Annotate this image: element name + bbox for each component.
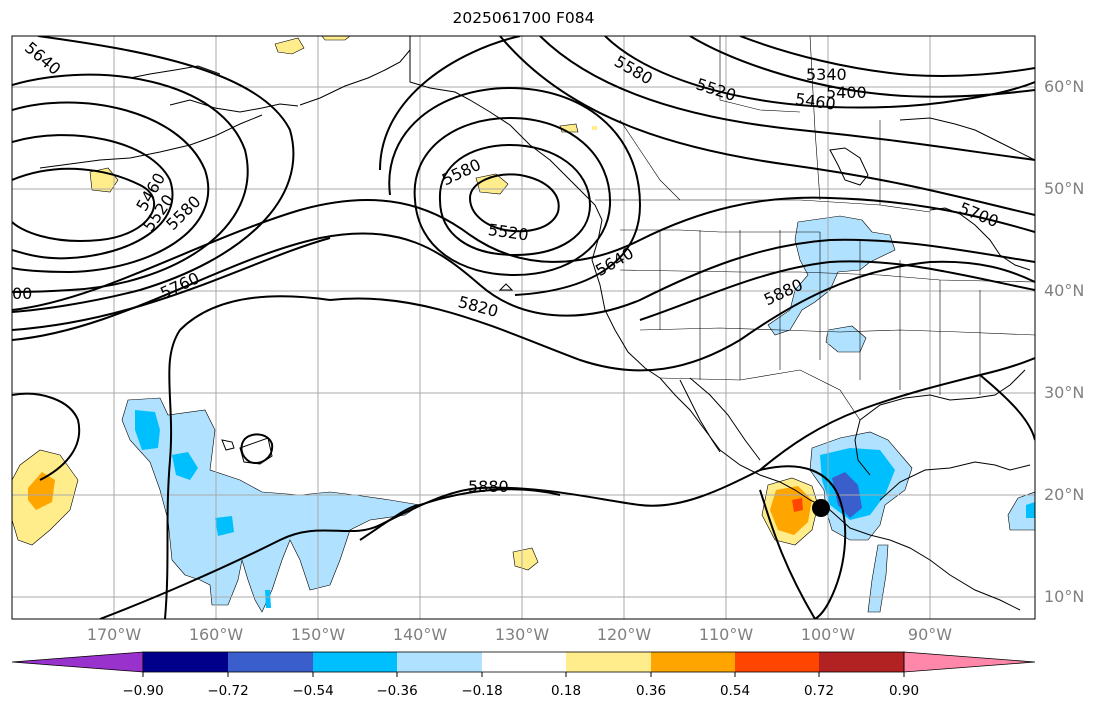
lon-label-150w: 150°W: [290, 625, 346, 644]
height-contours: [12, 36, 1035, 619]
map-title: 2025061700 F084: [452, 9, 595, 27]
colorbar-tick-label: 0.72: [803, 683, 835, 699]
map-frame: [11, 35, 1036, 620]
contour-label: 5340: [806, 65, 847, 84]
negative-anomaly-pacific-core: [135, 410, 160, 450]
graticule: [12, 36, 1035, 619]
lat-label-10n: 10°N: [1044, 587, 1085, 606]
lat-label-60n: 60°N: [1044, 77, 1085, 96]
contour-label: 5520: [487, 220, 530, 244]
lat-label-20n: 20°N: [1044, 485, 1085, 504]
colorbar-tick-label: −0.54: [292, 683, 334, 699]
lat-label-40n: 40°N: [1044, 281, 1085, 300]
colorbar-segment: [566, 652, 651, 672]
lon-label-120w: 120°W: [596, 625, 652, 644]
lat-label-30n: 30°N: [1044, 383, 1085, 402]
lat-label-50n: 50°N: [1044, 179, 1085, 198]
contour-label: 5880: [468, 477, 509, 496]
negative-anomaly-us: [767, 215, 896, 336]
colorbar-segment: [482, 652, 566, 672]
colorbar-tick-label: 0.54: [719, 683, 751, 699]
lon-label-140w: 140°W: [392, 625, 448, 644]
anomaly-shading: [12, 36, 1035, 613]
contour-label: 5640: [21, 38, 64, 79]
contour-label: 00: [12, 284, 32, 303]
storm-center-marker: [812, 499, 830, 517]
colorbar-segment: [313, 652, 397, 672]
lon-label-160w: 160°W: [188, 625, 244, 644]
contour-label: 5400: [826, 83, 867, 102]
contour-label: 5520: [694, 74, 739, 105]
colorbar-tick-label: 0.36: [635, 683, 667, 699]
lon-label-90w: 90°W: [907, 625, 953, 644]
colorbar-segment: [397, 652, 482, 672]
colorbar-segment: [143, 652, 228, 672]
colorbar-tick-label: 0.18: [550, 683, 582, 699]
colorbar-segment: [819, 652, 904, 672]
colorbar-tick-label: −0.36: [376, 683, 418, 699]
contour-label: 5640: [592, 243, 637, 280]
lon-label-100w: 100°W: [800, 625, 856, 644]
lon-label-130w: 130°W: [494, 625, 550, 644]
colorbar-left-extend: [11, 651, 144, 673]
colorbar-segment: [228, 652, 313, 672]
colorbar-right-extend: [903, 651, 1036, 673]
colorbar-tick-label: −0.90: [122, 683, 164, 699]
lon-label-170w: 170°W: [86, 625, 142, 644]
colorbar: [11, 651, 1036, 677]
contour-label: 5700: [956, 198, 1001, 231]
negative-anomaly-pacific: [121, 397, 421, 613]
lon-label-110w: 110°W: [698, 625, 754, 644]
colorbar-segment: [735, 652, 819, 672]
colorbar-segment: [651, 652, 735, 672]
contour-label: 5760: [157, 268, 202, 302]
colorbar-tick-label: −0.72: [207, 683, 249, 699]
colorbar-tick-label: 0.90: [888, 683, 920, 699]
colorbar-tick-label: −0.18: [461, 683, 503, 699]
